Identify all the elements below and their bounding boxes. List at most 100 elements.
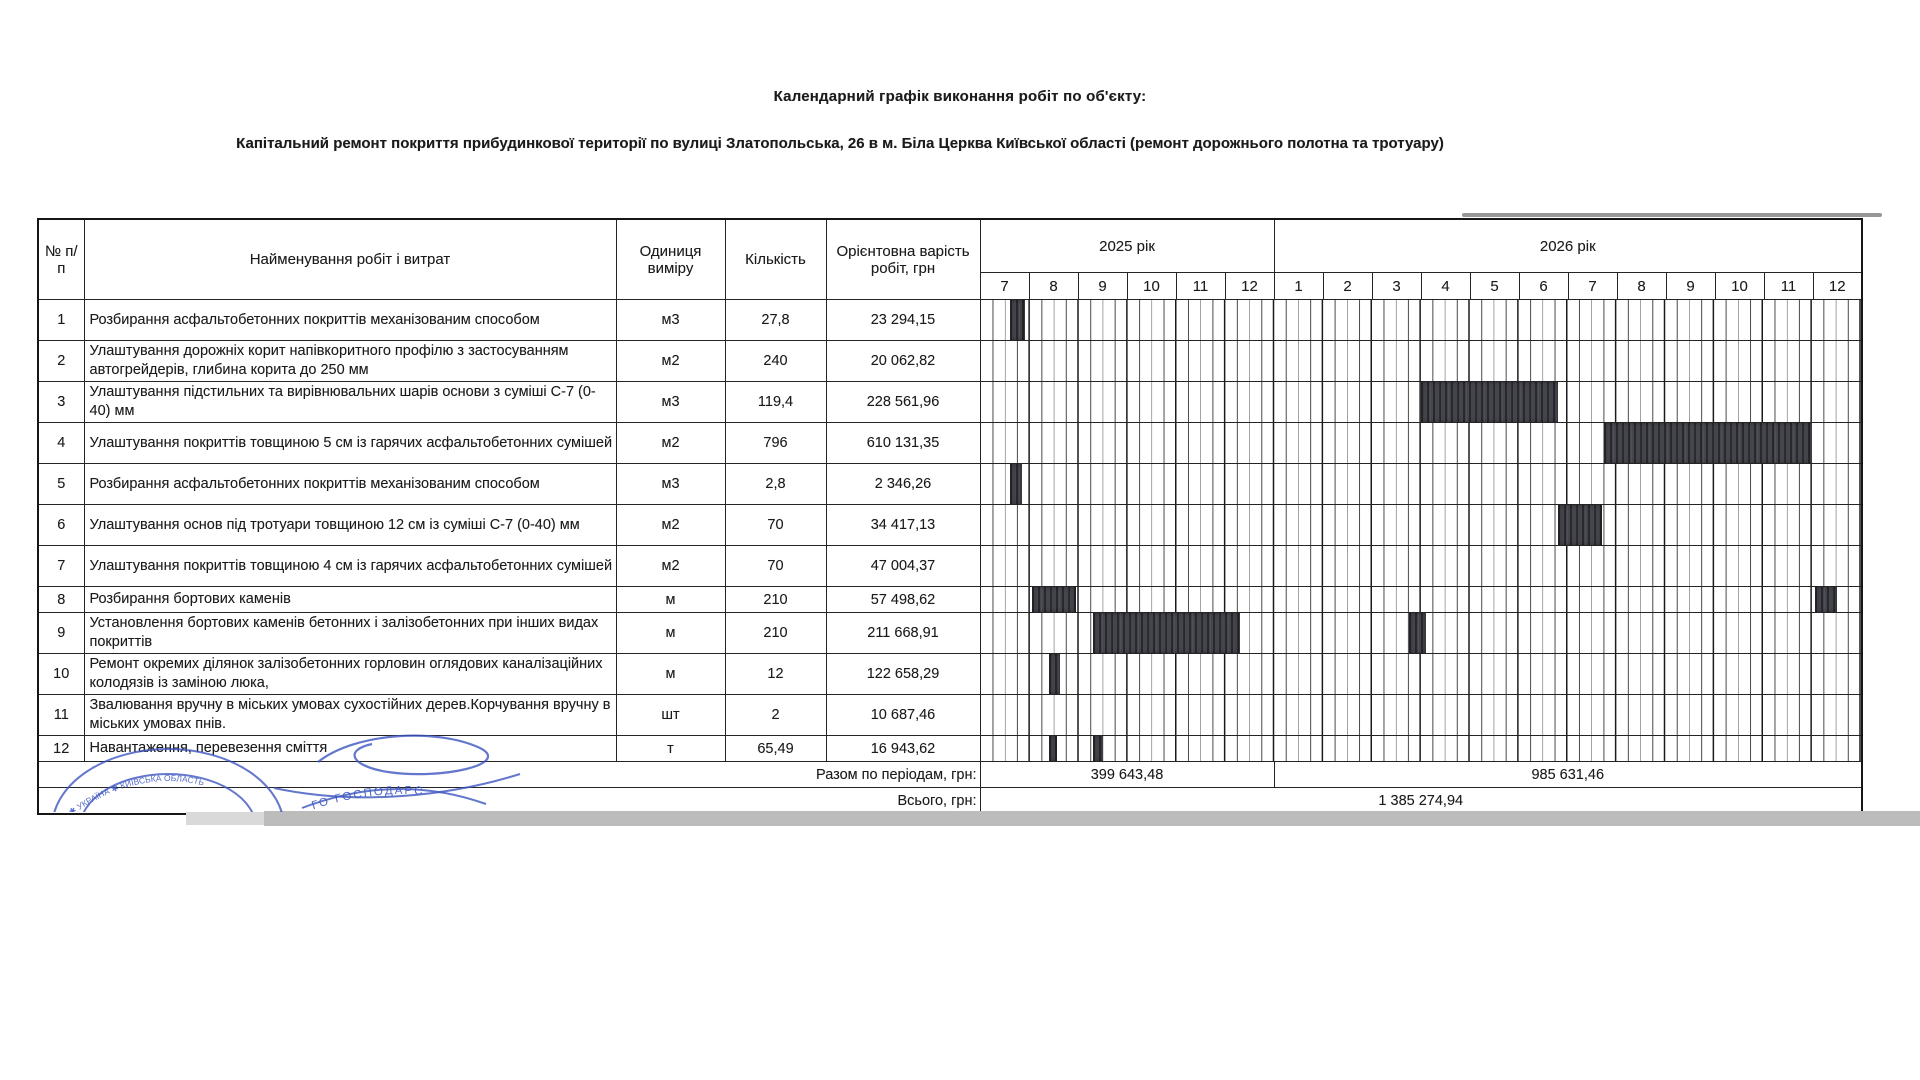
gantt-bar — [1408, 613, 1426, 653]
unit: м2 — [615, 422, 726, 464]
gantt-bar — [1093, 736, 1103, 761]
gantt-bar — [1557, 505, 1602, 545]
work-name: Улаштування покриттів товщиною 4 см із г… — [83, 545, 617, 587]
gantt-track — [981, 505, 1861, 545]
cost: 610 131,35 — [825, 422, 981, 464]
quantity: 796 — [724, 422, 827, 464]
gantt-track — [981, 695, 1861, 735]
row-num: 11 — [37, 694, 85, 736]
gantt-bar — [1009, 464, 1023, 504]
gantt-track — [981, 423, 1861, 463]
gantt-cell — [979, 545, 1863, 587]
quantity: 65,49 — [724, 735, 827, 762]
table-row: 9 Установлення бортових каменів бетонних … — [37, 612, 1863, 654]
table-row: 8 Розбирання бортових каменів м 210 57 498,6… — [37, 586, 1863, 613]
work-name: Улаштування основ під тротуари товщиною … — [83, 504, 617, 546]
month-header: 11 — [1763, 272, 1814, 300]
table-row: 10 Ремонт окремих ділянок залізобетонних … — [37, 653, 1863, 695]
gantt-track — [981, 546, 1861, 586]
col-header-num-label: № п/п — [44, 242, 78, 277]
stamp-right-arc-text: ГО ГОСПОДАРС — [310, 785, 424, 812]
quantity: 70 — [724, 545, 827, 587]
month-header: 12 — [1224, 272, 1275, 300]
stamp-inner-ring — [82, 773, 254, 812]
table-row: 4 Улаштування покриттів товщиною 5 см із … — [37, 422, 1863, 464]
gantt-bar — [1093, 613, 1240, 653]
month-header: 6 — [1518, 272, 1569, 300]
gantt-track — [981, 613, 1861, 653]
row-num: 3 — [37, 381, 85, 423]
gantt-cell — [979, 504, 1863, 546]
blue-ink-stamp: ✱ УКРАЇНА ✱ КИЇВСЬКА ОБЛАСТЬ ГО ГОСПОДАР… — [53, 734, 521, 812]
gantt-cell — [979, 463, 1863, 505]
month-header: 7 — [1567, 272, 1618, 300]
month-header: 7 — [979, 272, 1030, 300]
row-num: 2 — [37, 340, 85, 382]
grand-total-value: 1 385 274,94 — [979, 787, 1863, 815]
document-subtitle: Капітальний ремонт покриття прибудинково… — [236, 135, 1444, 152]
quantity: 240 — [724, 340, 827, 382]
col-header-cost: Орієнтовна варість робіт, грн — [825, 218, 981, 300]
gantt-bar — [1048, 654, 1060, 694]
gantt-bar — [1048, 736, 1058, 761]
gantt-cell — [979, 422, 1863, 464]
month-header: 4 — [1420, 272, 1471, 300]
gantt-cell — [979, 586, 1863, 613]
cost: 228 561,96 — [825, 381, 981, 423]
unit: м — [615, 586, 726, 613]
work-name: Улаштування дорожніх корит напівкоритног… — [83, 340, 617, 382]
gantt-bar — [1420, 382, 1558, 422]
quantity: 70 — [724, 504, 827, 546]
cost: 16 943,62 — [825, 735, 981, 762]
header-row-months: 7 8 9 10 11 12 1 2 3 4 5 6 7 8 9 10 11 12 — [38, 272, 1863, 300]
month-header: 9 — [1077, 272, 1128, 300]
month-header: 11 — [1175, 272, 1226, 300]
row-num: 10 — [37, 653, 85, 695]
signature-swash — [273, 773, 521, 799]
gantt-track — [981, 341, 1861, 381]
month-header: 12 — [1812, 272, 1863, 300]
work-name: Установлення бортових каменів бетонних і… — [83, 612, 617, 654]
month-header: 2 — [1322, 272, 1373, 300]
row-num: 9 — [37, 612, 85, 654]
unit: м2 — [615, 340, 726, 382]
gantt-bar — [1009, 300, 1025, 340]
total-2025-value: 399 643,48 — [979, 761, 1275, 788]
row-num: 1 — [37, 299, 85, 341]
gantt-bar — [1604, 423, 1813, 463]
col-header-name: Найменування робіт і витрат — [83, 218, 617, 300]
work-name: Улаштування покриттів товщиною 5 см із г… — [83, 422, 617, 464]
table-row: 3 Улаштування підстильних та вирівнювальн… — [37, 381, 1863, 423]
cost: 211 668,91 — [825, 612, 981, 654]
cost: 23 294,15 — [825, 299, 981, 341]
stamp-outer-ring — [53, 748, 283, 812]
unit: м3 — [615, 463, 726, 505]
gantt-cell — [979, 612, 1863, 654]
gantt-cell — [979, 653, 1863, 695]
table-row: 12 Навантаження, перевезення сміття т 65,49… — [37, 735, 1863, 762]
col-header-unit: Одиниця виміру — [615, 218, 726, 300]
cost: 34 417,13 — [825, 504, 981, 546]
work-name: Звалювання вручну в міських умовах сухос… — [83, 694, 617, 736]
row-num: 7 — [37, 545, 85, 587]
gantt-track — [981, 382, 1861, 422]
signature-stroke — [317, 734, 490, 776]
cost: 20 062,82 — [825, 340, 981, 382]
table-row: 1 Розбирання асфальтобетонних покриттів м… — [37, 299, 1863, 341]
unit: шт — [615, 694, 726, 736]
month-header: 10 — [1126, 272, 1177, 300]
month-header: 8 — [1616, 272, 1667, 300]
unit: м — [615, 653, 726, 695]
table-row: 7 Улаштування покриттів товщиною 4 см із … — [37, 545, 1863, 587]
scan-edge-band-light — [186, 812, 264, 825]
cost: 2 346,26 — [825, 463, 981, 505]
work-name: Улаштування підстильних та вирівнювальни… — [83, 381, 617, 423]
stamp-left-arc-text: ✱ УКРАЇНА ✱ КИЇВСЬКА ОБЛАСТЬ — [67, 773, 206, 812]
gantt-cell — [979, 694, 1863, 736]
year-2026-header: 2026 рік — [1273, 218, 1863, 273]
month-header: 1 — [1273, 272, 1324, 300]
totals-period-row: Разом по періодам, грн: 399 643,48 985 6… — [37, 761, 1863, 788]
gantt-cell — [979, 381, 1863, 423]
total-2026-value: 985 631,46 — [1273, 761, 1863, 788]
